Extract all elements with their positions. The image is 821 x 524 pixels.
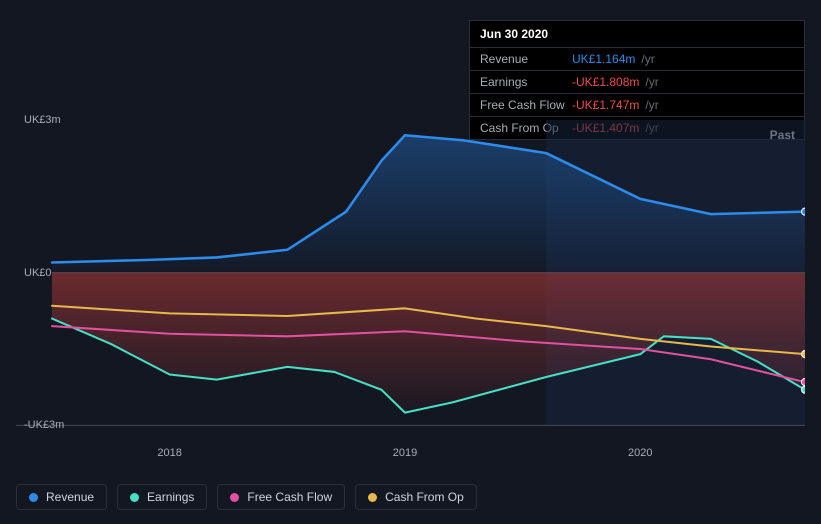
tooltip-row-label: Revenue: [480, 52, 572, 66]
x-axis-label: 2018: [157, 447, 181, 459]
legend-label: Cash From Op: [385, 490, 464, 504]
chart-container: Jun 30 2020 RevenueUK£1.164m/yrEarnings-…: [0, 0, 821, 524]
legend-swatch: [368, 493, 377, 502]
legend-label: Earnings: [147, 490, 194, 504]
tooltip-row-value: UK£1.164m: [572, 52, 635, 66]
y-axis-label: UK£0: [24, 267, 52, 279]
tooltip-row: Free Cash Flow-UK£1.747m/yr: [470, 94, 804, 117]
tooltip-row-unit: /yr: [645, 75, 658, 89]
tooltip-row-unit: /yr: [645, 98, 658, 112]
tooltip-row: Earnings-UK£1.808m/yr: [470, 71, 804, 94]
tooltip-date: Jun 30 2020: [470, 21, 804, 48]
x-axis-label: 2020: [628, 447, 652, 459]
tooltip-row-label: Free Cash Flow: [480, 98, 572, 112]
tooltip-row-value: -UK£1.747m: [572, 98, 639, 112]
legend-item-free_cash_flow[interactable]: Free Cash Flow: [217, 484, 345, 510]
tooltip-row-value: -UK£1.808m: [572, 75, 639, 89]
tooltip-row-label: Earnings: [480, 75, 572, 89]
x-axis-label: 2019: [393, 447, 417, 459]
chart-area: Past UK£3mUK£0-UK£3m 201820192020: [16, 120, 805, 460]
legend-swatch: [130, 493, 139, 502]
legend-swatch: [29, 493, 38, 502]
tooltip-row: RevenueUK£1.164m/yr: [470, 48, 804, 71]
legend-swatch: [230, 493, 239, 502]
legend-item-earnings[interactable]: Earnings: [117, 484, 207, 510]
legend-item-cash_from_op[interactable]: Cash From Op: [355, 484, 477, 510]
legend-label: Revenue: [46, 490, 94, 504]
legend-item-revenue[interactable]: Revenue: [16, 484, 107, 510]
y-axis-label: UK£3m: [24, 114, 61, 126]
legend-label: Free Cash Flow: [247, 490, 332, 504]
legend: Revenue Earnings Free Cash Flow Cash From O…: [16, 484, 477, 510]
x-axis: 2018 2019 2020: [16, 425, 805, 459]
chart-svg: [16, 120, 805, 460]
tooltip-row-unit: /yr: [641, 52, 654, 66]
